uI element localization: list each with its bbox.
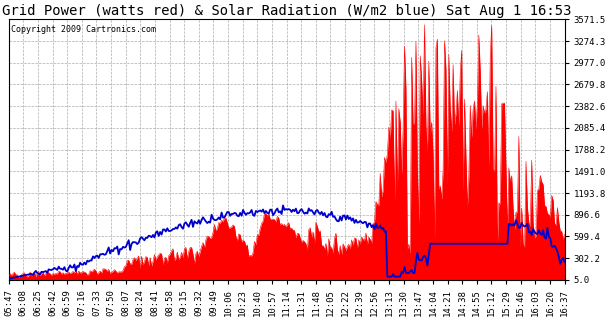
Text: Copyright 2009 Cartronics.com: Copyright 2009 Cartronics.com (12, 25, 156, 34)
Title: Grid Power (watts red) & Solar Radiation (W/m2 blue) Sat Aug 1 16:53: Grid Power (watts red) & Solar Radiation… (2, 4, 572, 18)
